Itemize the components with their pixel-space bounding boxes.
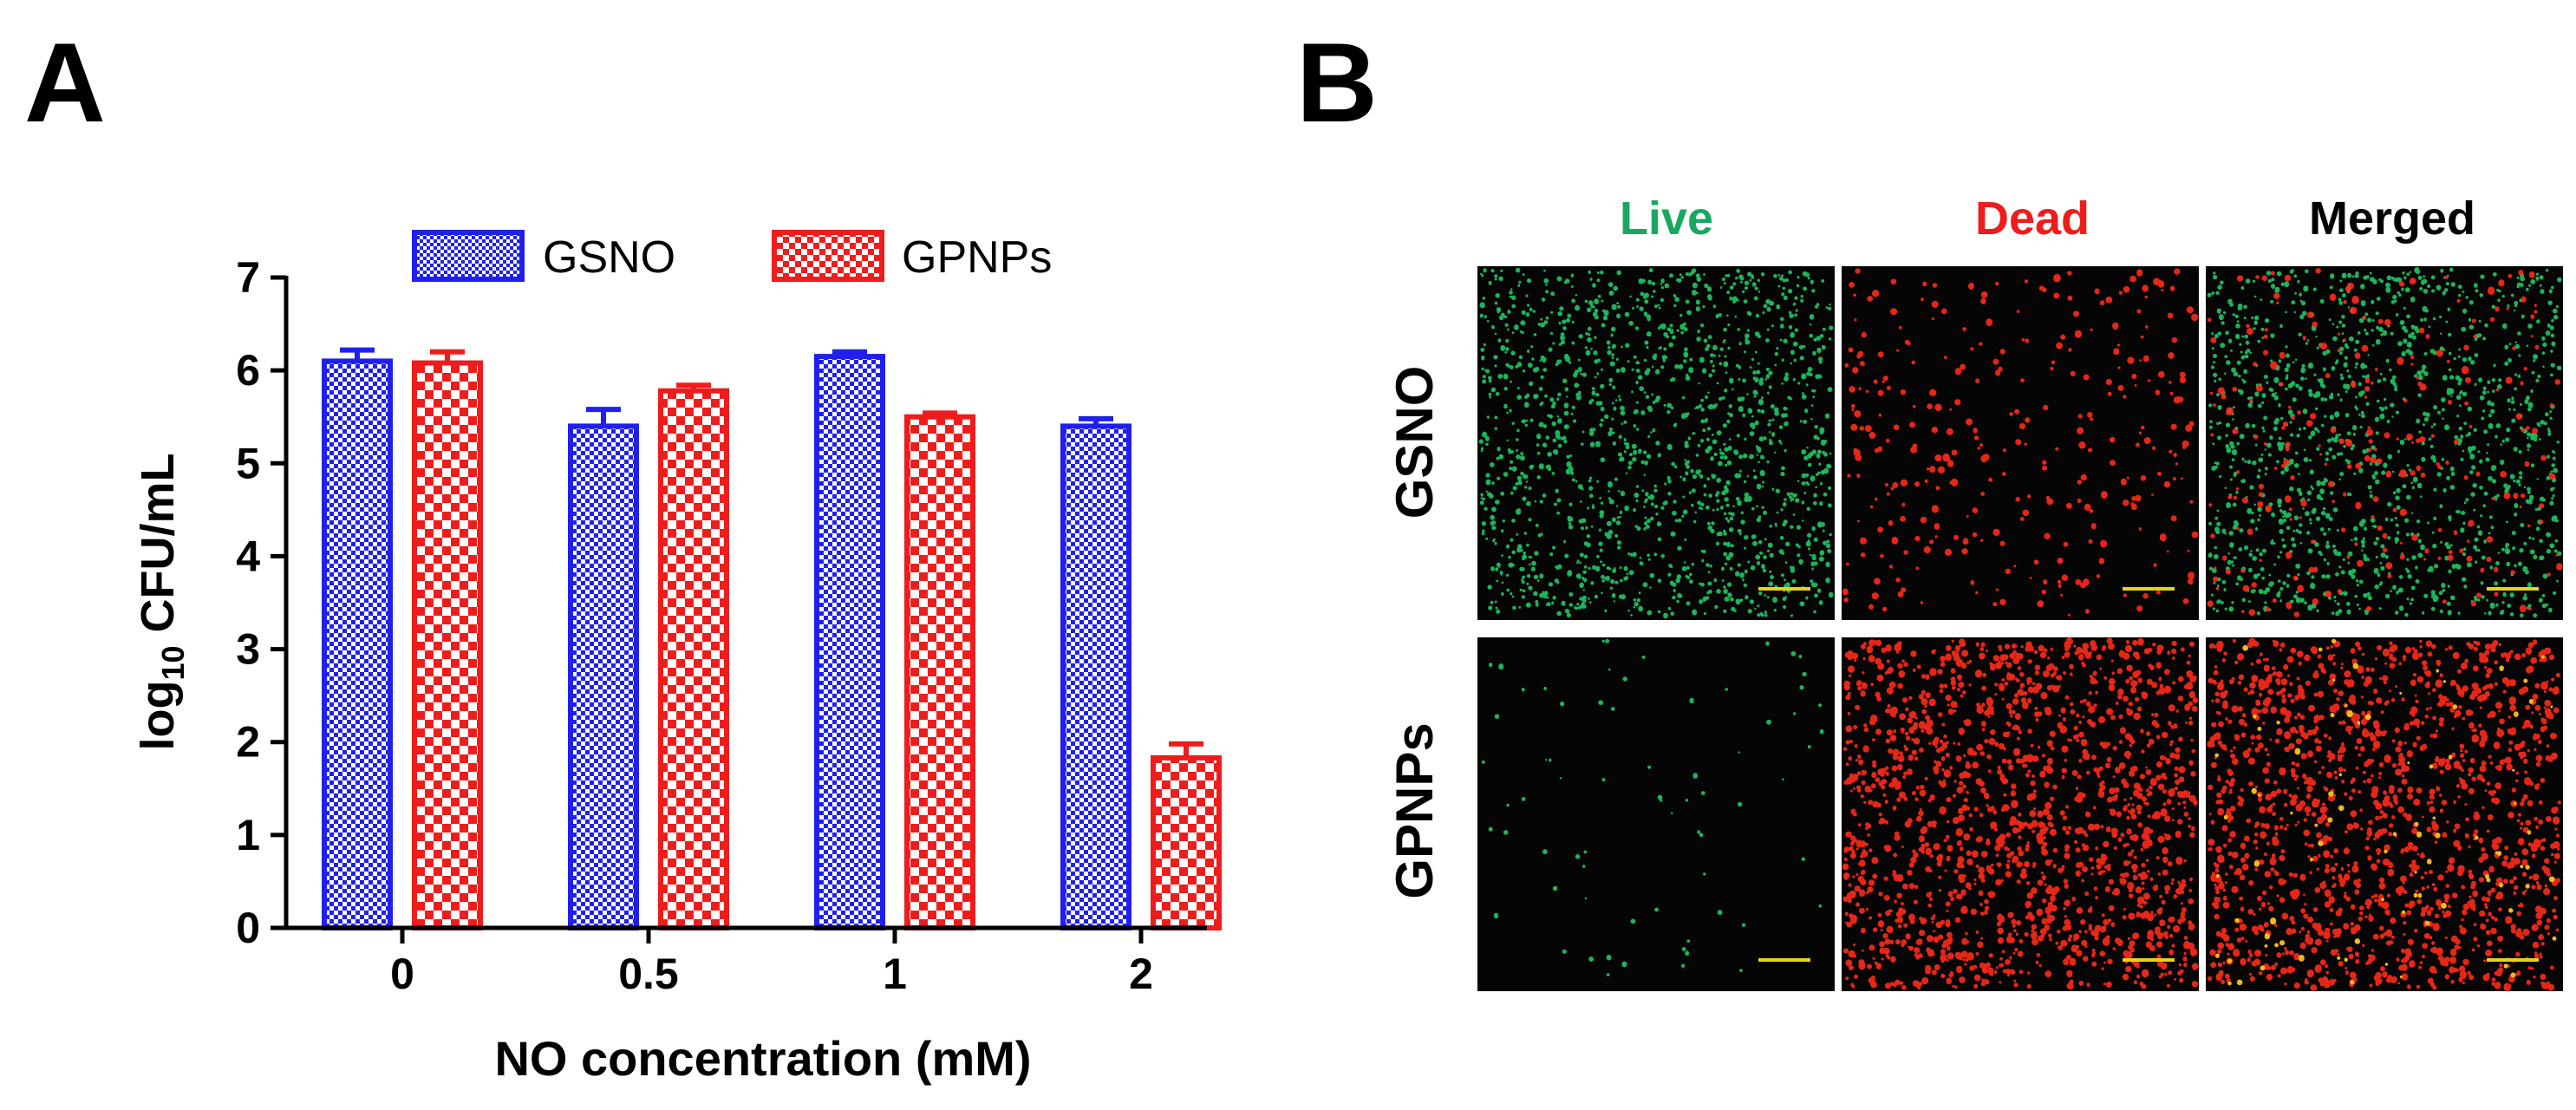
scale-bar <box>2123 587 2175 591</box>
bar-gsno-1 <box>814 354 885 931</box>
y-tick-label: 6 <box>236 346 260 395</box>
scale-bar <box>2487 587 2539 591</box>
row-label-gsno: GSNO <box>1386 366 1444 519</box>
legend-label-gsno: GSNO <box>543 232 675 283</box>
bar-gsno-0 <box>322 358 393 930</box>
micrograph-gpnps-live <box>1477 637 1835 991</box>
cell-dots <box>1478 267 1834 619</box>
error-bar-layer <box>340 347 1203 758</box>
bar-gsno-0.5 <box>568 423 639 930</box>
panel-a-letter: A <box>24 19 106 146</box>
bar-gpnps-2 <box>1151 754 1222 931</box>
y-tick-label: 4 <box>236 532 260 580</box>
cell-dots <box>1842 637 2199 990</box>
cell-dots <box>1842 268 2199 617</box>
column-label-dead: Dead <box>1975 193 2090 245</box>
cell-dots <box>2207 267 2562 618</box>
cell-dots <box>2207 637 2561 992</box>
micrograph-gsno-dead <box>1842 266 2199 620</box>
x-ticks: 0 0.5 1 2 <box>390 928 1153 998</box>
x-tick-label: 0 <box>390 950 414 998</box>
y-tick-label: 3 <box>236 625 260 674</box>
scale-bar <box>1758 587 1810 591</box>
legend-swatch-gsno <box>412 230 525 282</box>
legend-label-gpnps: GPNPs <box>902 232 1052 283</box>
column-label-live: Live <box>1620 193 1713 245</box>
y-ticks: 0 1 2 3 4 5 6 7 <box>236 253 286 952</box>
y-tick-label: 2 <box>236 718 260 767</box>
legend: GSNO GPNPs <box>412 230 1052 283</box>
row-label-gpnps: GPNPs <box>1386 722 1444 898</box>
panel-b-letter: B <box>1296 19 1378 146</box>
y-axis-label-main: log <box>132 681 184 751</box>
micrograph-panel: Live Dead Merged GSNO GPNPs <box>1386 193 2563 992</box>
bar-gpnps-0 <box>412 360 483 931</box>
y-axis-label: log10 CFU/mL <box>132 453 191 750</box>
bar-chart: 0 1 2 3 4 5 6 7 0 0.5 1 2 log10 CFU/mL NO concentr… <box>132 230 1222 1086</box>
scale-bar <box>1758 958 1810 962</box>
bar-gsno-2 <box>1060 423 1131 930</box>
y-tick-label: 5 <box>236 439 260 487</box>
column-label-merged: Merged <box>2309 193 2475 245</box>
y-tick-label: 1 <box>236 811 260 859</box>
micrograph-background <box>1477 637 1835 991</box>
micrograph-gsno-live <box>1477 266 1835 620</box>
y-tick-label: 0 <box>236 904 260 952</box>
x-axis-label: NO concentration (mM) <box>494 1031 1031 1086</box>
micrograph-gpnps-merged <box>2206 637 2563 992</box>
scale-bar <box>2123 958 2175 962</box>
x-tick-label: 1 <box>883 950 907 998</box>
micrograph-gpnps-dead <box>1842 637 2199 991</box>
micrograph-grid <box>1477 266 2563 992</box>
micrograph-gsno-merged <box>2206 266 2563 620</box>
x-tick-label: 0.5 <box>618 950 679 998</box>
x-tick-label: 2 <box>1129 950 1153 998</box>
y-tick-label: 7 <box>236 253 260 302</box>
y-axis-label-rest: CFU/mL <box>132 453 184 645</box>
bar-gpnps-0.5 <box>658 388 729 930</box>
scale-bar <box>2487 958 2539 962</box>
legend-swatch-gpnps <box>772 230 884 282</box>
bar-gpnps-1 <box>904 414 975 930</box>
y-axis-label-subscript: 10 <box>155 645 191 680</box>
bar-layer <box>322 354 1222 931</box>
